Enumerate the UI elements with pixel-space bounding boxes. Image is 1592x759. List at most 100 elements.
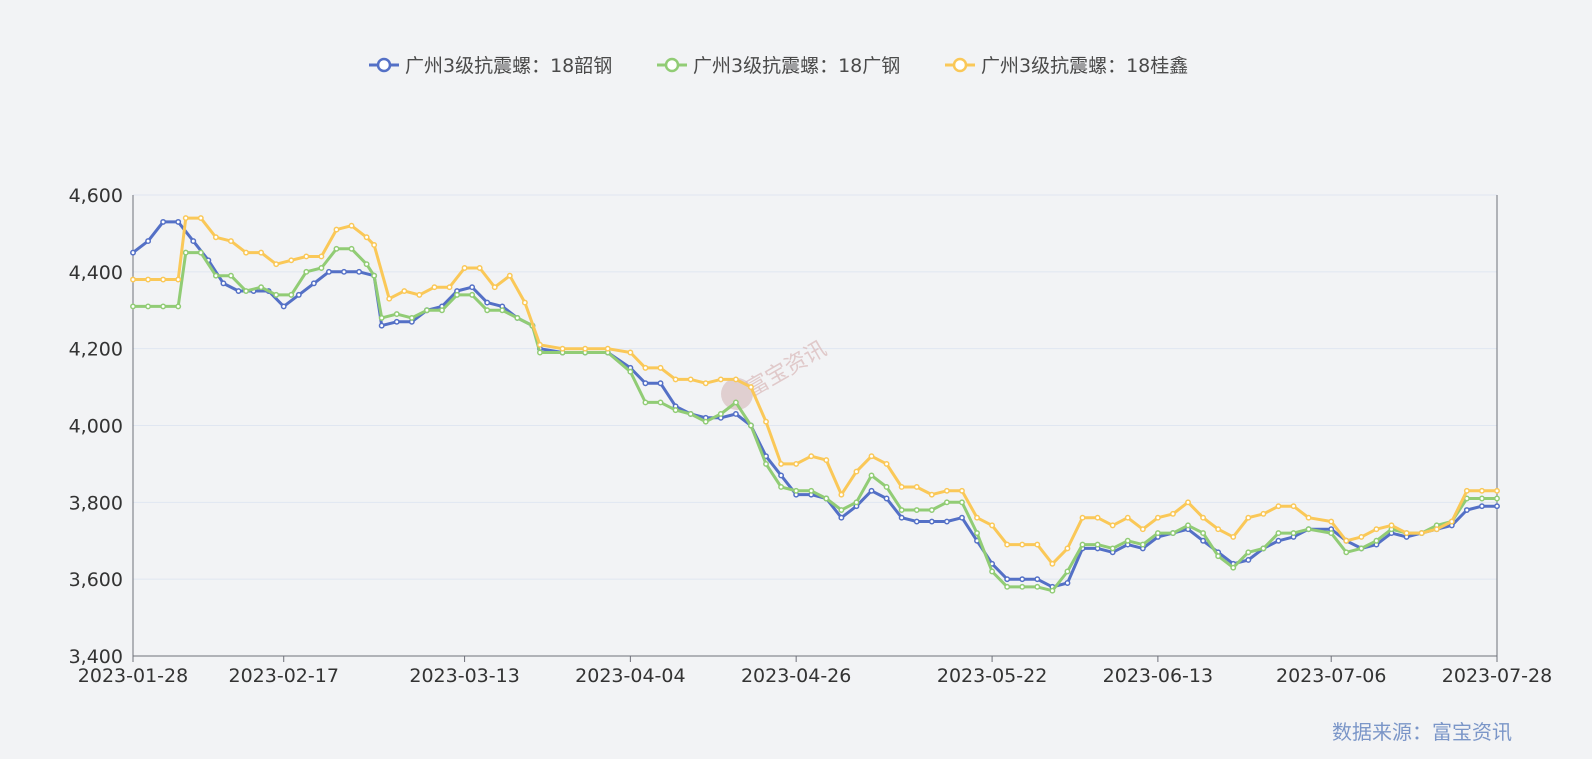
data-point bbox=[883, 460, 890, 467]
y-tick-label: 3,800 bbox=[69, 492, 123, 514]
data-point bbox=[928, 491, 935, 498]
data-point bbox=[943, 499, 950, 506]
x-tick-label: 2023-07-28 bbox=[1442, 665, 1552, 687]
data-point bbox=[959, 499, 965, 506]
data-point bbox=[913, 507, 920, 513]
data-point bbox=[130, 303, 136, 310]
data-point bbox=[303, 253, 310, 260]
data-point bbox=[1215, 553, 1222, 560]
legend-item-3[interactable]: 广州3级抗震螺：18桂鑫 bbox=[945, 55, 1188, 77]
data-point bbox=[732, 376, 739, 383]
data-point bbox=[732, 399, 739, 406]
x-tick-label: 2023-07-06 bbox=[1276, 665, 1386, 687]
data-point bbox=[1154, 530, 1161, 537]
data-point bbox=[959, 514, 965, 521]
data-point bbox=[1494, 495, 1500, 502]
data-point bbox=[175, 276, 182, 283]
data-point bbox=[823, 457, 830, 464]
data-point bbox=[1373, 526, 1380, 533]
data-point bbox=[778, 484, 785, 490]
data-point bbox=[356, 268, 363, 275]
data-point bbox=[928, 507, 935, 513]
data-point bbox=[672, 407, 679, 414]
y-tick-label: 4,600 bbox=[69, 185, 123, 207]
data-point bbox=[273, 261, 280, 268]
data-point bbox=[182, 249, 189, 256]
data-point bbox=[974, 514, 980, 521]
data-point bbox=[401, 288, 408, 294]
legend-item-1[interactable]: 广州3级抗震螺：18韶钢 bbox=[369, 55, 612, 77]
data-point bbox=[1358, 545, 1365, 552]
data-point bbox=[1230, 533, 1237, 540]
data-point bbox=[627, 368, 634, 375]
legend-item-2[interactable]: 广州3级抗震螺：18广钢 bbox=[657, 55, 900, 77]
data-point bbox=[989, 568, 996, 575]
data-point bbox=[145, 238, 152, 245]
data-point bbox=[913, 518, 920, 525]
data-point bbox=[1034, 541, 1041, 548]
data-point bbox=[657, 380, 664, 387]
data-point bbox=[469, 284, 476, 291]
data-point bbox=[258, 284, 265, 291]
data-point bbox=[1034, 583, 1041, 590]
data-point bbox=[793, 460, 800, 467]
data-point bbox=[687, 411, 694, 417]
data-point bbox=[763, 418, 769, 425]
data-point bbox=[1433, 526, 1440, 533]
data-point bbox=[1245, 549, 1252, 556]
data-point bbox=[446, 284, 453, 291]
data-point bbox=[1034, 576, 1041, 583]
data-point bbox=[130, 276, 136, 283]
data-point bbox=[506, 272, 513, 279]
y-tick-label: 3,400 bbox=[69, 646, 123, 668]
data-point bbox=[702, 418, 709, 425]
data-point bbox=[423, 307, 430, 314]
data-point bbox=[160, 276, 167, 283]
data-point bbox=[732, 411, 739, 417]
data-point bbox=[823, 495, 830, 502]
data-point bbox=[363, 261, 370, 268]
data-point bbox=[1494, 487, 1500, 494]
data-point bbox=[1448, 518, 1455, 525]
data-point bbox=[747, 422, 754, 429]
data-point bbox=[220, 280, 227, 287]
data-point bbox=[318, 265, 325, 271]
series-2 bbox=[130, 245, 1500, 594]
legend[interactable]: 广州3级抗震螺：18韶钢 广州3级抗震螺：18广钢 广州3级抗震螺：18桂鑫 bbox=[369, 55, 1188, 77]
data-point bbox=[484, 307, 491, 314]
data-point bbox=[1260, 545, 1267, 552]
data-point bbox=[235, 288, 242, 294]
data-point bbox=[243, 249, 249, 256]
data-point bbox=[778, 460, 785, 467]
data-point bbox=[642, 364, 649, 371]
data-point bbox=[898, 507, 905, 513]
data-point bbox=[1275, 503, 1282, 510]
y-tick-label: 4,400 bbox=[69, 262, 123, 284]
data-point bbox=[228, 272, 234, 279]
data-point bbox=[1139, 541, 1146, 548]
data-point bbox=[461, 265, 468, 271]
grid-lines bbox=[133, 194, 1497, 580]
legend-marker-icon bbox=[952, 57, 968, 73]
data-point bbox=[182, 215, 189, 222]
data-point bbox=[1275, 537, 1282, 544]
series-lines bbox=[130, 215, 1500, 594]
data-point bbox=[273, 291, 280, 298]
data-point bbox=[1200, 514, 1207, 521]
data-point bbox=[1328, 530, 1335, 537]
data-point bbox=[431, 284, 438, 291]
data-point bbox=[378, 314, 385, 321]
data-point bbox=[536, 341, 543, 348]
data-point bbox=[702, 380, 709, 387]
axes: 3,400 3,600 3,800 4,000 4,200 4,400 4,600 2023-… bbox=[69, 185, 1553, 687]
data-point bbox=[657, 364, 664, 371]
data-point bbox=[197, 249, 204, 256]
legend-marker-icon bbox=[376, 57, 392, 73]
series-3 bbox=[130, 215, 1500, 567]
data-point bbox=[303, 268, 310, 275]
data-point bbox=[1245, 514, 1252, 521]
data-point bbox=[853, 468, 860, 475]
y-tick-label: 4,200 bbox=[69, 339, 123, 361]
data-point bbox=[521, 299, 528, 306]
